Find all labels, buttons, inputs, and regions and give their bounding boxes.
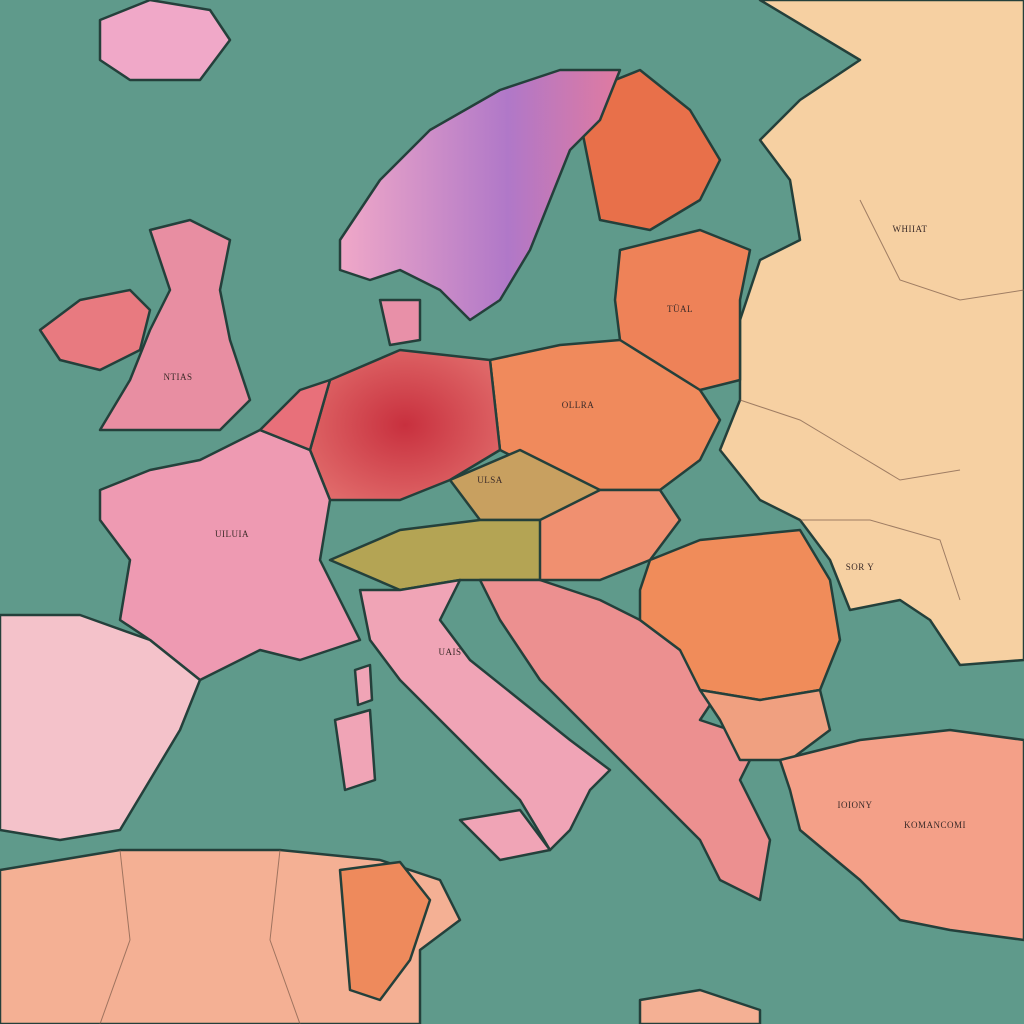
region-label: NTIAS bbox=[164, 372, 193, 382]
egypt bbox=[638, 988, 762, 1024]
denmark bbox=[378, 298, 422, 347]
region-label: TÜAL bbox=[667, 304, 693, 314]
sardinia bbox=[333, 708, 377, 792]
border bbox=[99, 849, 131, 1024]
baltics bbox=[613, 228, 752, 392]
turkey bbox=[778, 728, 1024, 942]
britain bbox=[98, 218, 252, 432]
border bbox=[800, 519, 961, 601]
italy bbox=[358, 578, 612, 852]
labels: WHIIAT TÜAL NTIAS OLLRA ULSA UILUIA SOR Y UAIS I… bbox=[164, 224, 966, 830]
bulgaria bbox=[698, 688, 832, 762]
hungary bbox=[538, 488, 682, 582]
border bbox=[859, 199, 1024, 301]
border bbox=[739, 399, 961, 481]
border bbox=[269, 849, 301, 1024]
region-label: KOMANCOMI bbox=[904, 820, 966, 830]
france bbox=[98, 428, 362, 682]
region-label: IOIONY bbox=[838, 800, 873, 810]
region-label: OLLRA bbox=[562, 400, 595, 410]
corsica bbox=[353, 663, 374, 707]
sicily bbox=[458, 808, 552, 862]
region-label: SOR Y bbox=[846, 562, 874, 572]
region-label: WHIIAT bbox=[893, 224, 928, 234]
finland bbox=[578, 68, 722, 232]
region-label: ULSA bbox=[477, 475, 503, 485]
region-label: UAIS bbox=[438, 647, 461, 657]
scandinavia bbox=[338, 68, 622, 322]
tunisia bbox=[338, 860, 432, 1002]
iceland bbox=[98, 0, 232, 82]
iberia bbox=[0, 613, 202, 842]
russia bbox=[718, 0, 1024, 667]
benelux bbox=[258, 378, 332, 452]
ireland bbox=[38, 288, 152, 372]
region-label: UILUIA bbox=[215, 529, 249, 539]
